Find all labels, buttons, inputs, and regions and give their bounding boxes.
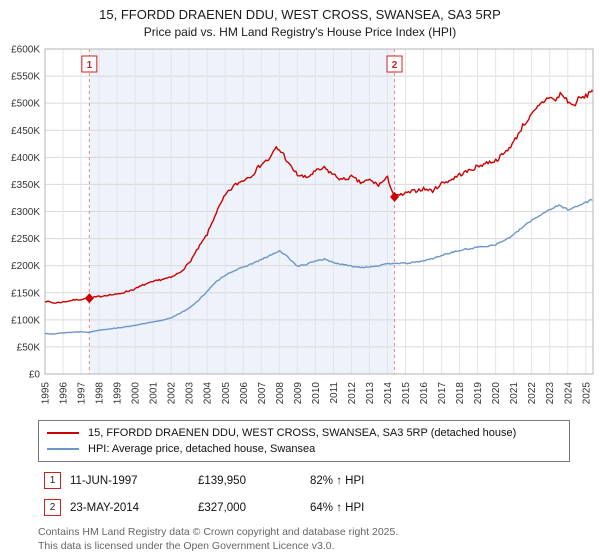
svg-text:2: 2 (392, 60, 398, 71)
legend: 15, FFORDD DRAENEN DDU, WEST CROSS, SWAN… (38, 420, 570, 462)
svg-text:2002: 2002 (167, 382, 178, 405)
svg-text:2007: 2007 (257, 382, 268, 405)
svg-text:2018: 2018 (455, 382, 466, 405)
legend-label-hpi: HPI: Average price, detached house, Swan… (88, 443, 316, 455)
sale-flag-2 (386, 55, 403, 73)
svg-text:2011: 2011 (329, 382, 340, 404)
sale-flag-1 (81, 55, 98, 73)
svg-text:2013: 2013 (365, 382, 376, 405)
svg-text:2014: 2014 (383, 382, 394, 405)
svg-text:2022: 2022 (527, 382, 538, 405)
svg-text:£600K: £600K (11, 45, 40, 56)
svg-text:2020: 2020 (491, 382, 502, 405)
svg-text:2016: 2016 (419, 382, 430, 405)
svg-text:£500K: £500K (11, 99, 40, 110)
svg-text:2009: 2009 (293, 382, 304, 405)
svg-text:2010: 2010 (311, 382, 322, 405)
series-hpi (44, 198, 593, 335)
page-title: 15, FFORDD DRAENEN DDU, WEST CROSS, SWAN… (99, 7, 501, 22)
svg-text:2015: 2015 (401, 382, 412, 405)
sale-2-flag: 2 (44, 499, 61, 516)
sale-row-2: 2 23-MAY-2014 £327,000 64% ↑ HPI (44, 499, 600, 516)
sale-1-flag: 1 (44, 472, 61, 489)
svg-text:2004: 2004 (203, 382, 214, 405)
svg-text:2019: 2019 (473, 382, 484, 405)
sale-2-hpi-change: 64% ↑ HPI (310, 501, 365, 514)
svg-text:2003: 2003 (185, 382, 196, 405)
legend-label-price-paid: 15, FFORDD DRAENEN DDU, WEST CROSS, SWAN… (88, 427, 517, 439)
license-footer: Contains HM Land Registry data © Crown c… (38, 526, 600, 553)
footer-line-1: Contains HM Land Registry data © Crown c… (38, 526, 399, 538)
svg-text:1996: 1996 (59, 382, 70, 405)
svg-text:£200K: £200K (11, 261, 40, 272)
svg-text:2024: 2024 (563, 382, 574, 405)
page-subtitle: Price paid vs. HM Land Registry's House … (143, 25, 457, 39)
sales-annotations: 1 11-JUN-1997 £139,950 82% ↑ HPI 2 23-MA… (44, 472, 600, 516)
svg-text:2025: 2025 (581, 382, 592, 405)
svg-text:£450K: £450K (11, 126, 40, 137)
svg-text:£400K: £400K (11, 153, 40, 164)
sale-2-date: 23-MAY-2014 (70, 501, 140, 514)
svg-text:1998: 1998 (95, 382, 106, 405)
price-line-swatch (47, 432, 79, 434)
svg-text:1999: 1999 (113, 382, 124, 405)
svg-text:1: 1 (87, 60, 93, 71)
svg-text:£0: £0 (29, 370, 41, 381)
svg-text:£550K: £550K (11, 72, 40, 83)
sale-row-1: 1 11-JUN-1997 £139,950 82% ↑ HPI (44, 472, 600, 489)
svg-text:2023: 2023 (545, 382, 556, 405)
svg-text:2000: 2000 (131, 382, 142, 405)
svg-text:2008: 2008 (275, 382, 286, 405)
svg-text:£50K: £50K (17, 342, 41, 353)
svg-text:1995: 1995 (41, 382, 52, 405)
sale-1-price: £139,950 (198, 474, 246, 487)
svg-text:£150K: £150K (11, 288, 40, 299)
legend-item-price-paid: 15, FFORDD DRAENEN DDU, WEST CROSS, SWAN… (47, 425, 561, 441)
sale-marker-1 (84, 293, 94, 304)
price-chart: £0 £50K £100K £150K £200K £250K £300K £350K £400… (11, 45, 594, 405)
hpi-line-swatch (47, 448, 79, 450)
svg-text:£300K: £300K (11, 207, 40, 218)
sale-1-hpi-change: 82% ↑ HPI (310, 474, 365, 487)
sale-marker-2 (390, 191, 400, 202)
svg-text:2021: 2021 (509, 382, 520, 405)
svg-text:£250K: £250K (11, 234, 40, 245)
svg-text:2017: 2017 (437, 382, 448, 405)
svg-text:1997: 1997 (77, 382, 88, 405)
svg-text:2012: 2012 (347, 382, 358, 405)
series-price-paid (44, 89, 593, 304)
sale-2-price: £327,000 (198, 501, 246, 514)
footer-line-2: This data is licensed under the Open Gov… (38, 539, 335, 552)
sale-1-date: 11-JUN-1997 (70, 474, 138, 487)
svg-text:£350K: £350K (11, 180, 40, 191)
svg-text:2005: 2005 (221, 382, 232, 405)
svg-text:2001: 2001 (149, 382, 160, 405)
legend-item-hpi: HPI: Average price, detached house, Swan… (47, 441, 561, 457)
svg-text:2006: 2006 (239, 382, 250, 405)
svg-text:£100K: £100K (11, 315, 40, 326)
